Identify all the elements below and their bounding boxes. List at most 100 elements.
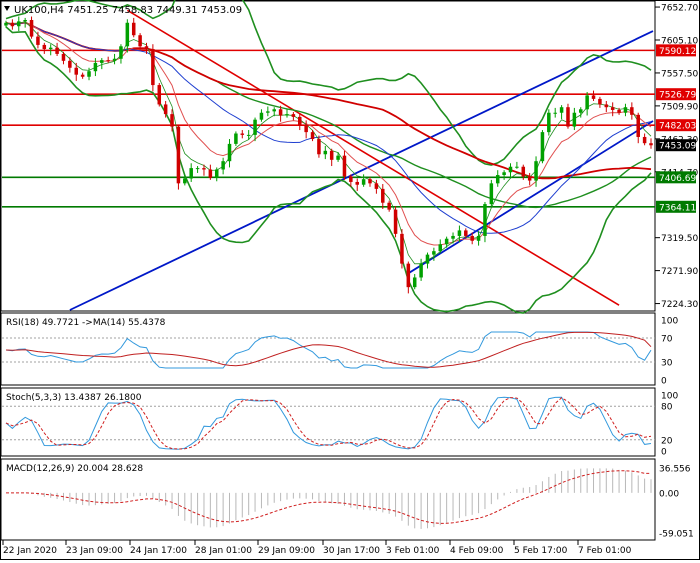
candle-body xyxy=(48,47,53,50)
candle-body xyxy=(221,161,225,170)
candle-body xyxy=(419,263,423,278)
candle-body xyxy=(138,35,142,47)
candle-body xyxy=(144,46,149,50)
candle-body xyxy=(515,166,519,168)
bollinger-lower-band xyxy=(5,26,652,314)
level-price-label: 7482.03 xyxy=(659,122,696,132)
candle-body xyxy=(234,133,238,144)
macd-panel xyxy=(6,468,652,529)
candle-body xyxy=(534,161,538,181)
ascending-trendline-lower xyxy=(407,120,654,275)
stoch-tick-label: 0 xyxy=(661,448,667,458)
macd-tick-label: 36.556 xyxy=(659,465,691,475)
candle-body xyxy=(23,19,27,22)
candle-body xyxy=(310,132,315,140)
candle-body xyxy=(74,67,79,75)
candle-body xyxy=(214,169,219,178)
time-tick-label: 22 Jan 2020 xyxy=(3,546,57,556)
candle-body xyxy=(374,183,379,189)
candle-body xyxy=(457,230,462,236)
price-tick-label: 7319.50 xyxy=(661,234,698,244)
candle-body xyxy=(119,46,123,59)
candle-body xyxy=(400,233,404,264)
candle-body xyxy=(406,263,411,288)
candle-body xyxy=(10,22,15,27)
price-tick-label: 7652.70 xyxy=(661,4,698,14)
rsi-tick-label: 30 xyxy=(661,359,673,369)
price-tick-label: 7224.30 xyxy=(661,300,698,310)
candle-body xyxy=(495,175,500,184)
candle-body xyxy=(202,168,206,170)
candle-body xyxy=(489,183,494,205)
symbol-dropdown-icon[interactable] xyxy=(4,6,10,11)
time-tick-label: 29 Jan 09:00 xyxy=(258,546,315,556)
candle-body xyxy=(585,95,589,110)
candle-body xyxy=(106,60,110,62)
level-price-tag xyxy=(656,88,696,101)
candle-body xyxy=(553,112,557,114)
candle-body xyxy=(610,107,615,110)
candle-body xyxy=(381,188,385,203)
candle-body xyxy=(42,44,47,50)
candle-body xyxy=(208,169,213,178)
level-price-label: 7364.11 xyxy=(659,203,696,213)
candle-body xyxy=(438,244,443,252)
candle-body xyxy=(502,172,506,176)
candle-body xyxy=(227,143,232,162)
time-tick-label: 23 Jan 09:00 xyxy=(66,546,123,556)
candle-body xyxy=(444,238,449,245)
candle-body xyxy=(100,60,104,63)
candle-body xyxy=(323,150,328,155)
time-tick-label: 24 Jan 17:00 xyxy=(130,546,187,556)
candle-body xyxy=(151,49,155,86)
rsi-line xyxy=(5,331,652,369)
candle-body xyxy=(125,22,130,47)
candle-body xyxy=(68,60,72,68)
candle-body xyxy=(17,21,21,27)
rsi-panel xyxy=(2,331,655,369)
candle-body xyxy=(572,112,577,127)
stoch-tick-label: 20 xyxy=(661,436,673,446)
candle-body xyxy=(617,109,621,113)
macd-tick-label: 0.00 xyxy=(659,489,679,499)
stoch-tick-label: 100 xyxy=(661,392,678,402)
price-tick-label: 7271.90 xyxy=(661,267,698,277)
level-price-tag xyxy=(656,171,696,184)
candle-body xyxy=(521,166,526,177)
candle-body xyxy=(527,176,532,181)
candle-body xyxy=(163,104,168,115)
rsi-ma-line xyxy=(5,331,652,368)
main-panel-frame xyxy=(0,0,656,312)
candle-body xyxy=(387,202,391,210)
candle-body xyxy=(642,136,647,144)
candle-body xyxy=(470,235,474,241)
candle-body xyxy=(112,58,117,61)
price-tick-label: 7557.50 xyxy=(661,69,698,79)
stochastic-panel xyxy=(2,396,655,450)
candle-body xyxy=(578,109,583,113)
candle-body xyxy=(432,251,436,255)
candle-body xyxy=(464,230,468,236)
candle-body xyxy=(393,209,398,234)
candle-body xyxy=(298,116,302,126)
candle-body xyxy=(547,112,551,133)
stoch-main-line xyxy=(5,396,652,450)
candle-body xyxy=(291,114,296,117)
descending-trendline xyxy=(126,9,620,306)
candle-body xyxy=(355,181,359,185)
candle-body xyxy=(195,168,200,170)
candle-body xyxy=(4,22,8,26)
candle-body xyxy=(259,112,264,120)
candle-body xyxy=(451,235,455,239)
candle-body xyxy=(80,74,85,77)
macd-panel-frame xyxy=(0,458,656,541)
candle-body xyxy=(559,107,564,113)
candle-body xyxy=(636,114,640,137)
candle-body xyxy=(623,107,628,113)
candle-body xyxy=(246,134,251,136)
macd-title: MACD(12,26,9) 20.004 28.628 xyxy=(6,464,143,474)
candle-body xyxy=(508,166,513,173)
ascending-trendline-upper xyxy=(69,30,654,311)
main-price-panel xyxy=(2,0,655,314)
